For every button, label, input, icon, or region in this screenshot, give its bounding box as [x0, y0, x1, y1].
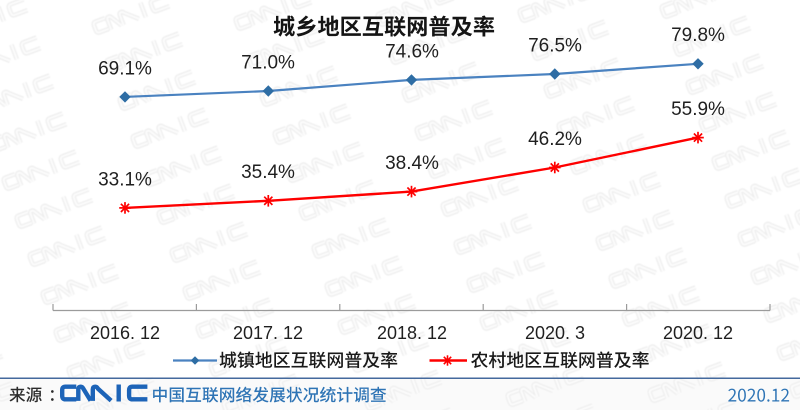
svg-text:2018. 12: 2018. 12 [377, 323, 447, 343]
svg-text:74.6%: 74.6% [385, 41, 439, 62]
svg-text:2020. 12: 2020. 12 [663, 323, 733, 343]
svg-text:71.0%: 71.0% [241, 52, 295, 73]
svg-text:38.4%: 38.4% [385, 153, 439, 174]
svg-text:76.5%: 76.5% [528, 35, 582, 56]
svg-text:46.2%: 46.2% [528, 129, 582, 150]
svg-text:2016. 12: 2016. 12 [90, 323, 160, 343]
svg-text:33.1%: 33.1% [98, 169, 152, 190]
svg-text:79.8%: 79.8% [671, 25, 725, 46]
svg-text:2020. 3: 2020. 3 [525, 323, 585, 343]
svg-text:2017. 12: 2017. 12 [233, 323, 303, 343]
svg-text:55.9%: 55.9% [671, 99, 725, 120]
svg-text:69.1%: 69.1% [98, 58, 152, 79]
svg-text:35.4%: 35.4% [241, 162, 295, 183]
